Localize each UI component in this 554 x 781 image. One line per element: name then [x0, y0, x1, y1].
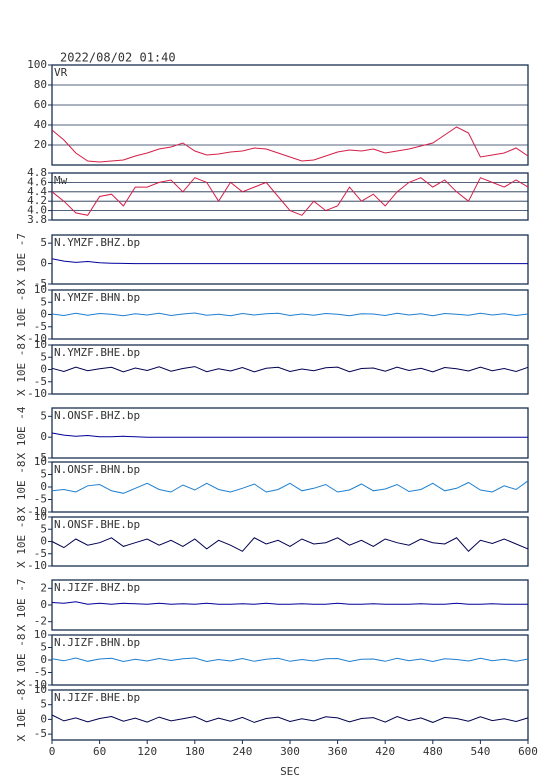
panel-label: Mw	[54, 174, 68, 187]
y-tick-label: -5	[34, 727, 47, 740]
panel-frame	[51, 172, 529, 221]
y-tick-label: 4.2	[27, 194, 47, 207]
y-tick-label: 40	[34, 118, 47, 131]
y-tick-label: 10	[34, 510, 47, 523]
panel-label: N.YMZF.BHZ.bp	[54, 236, 140, 249]
x-tick-label: 600	[518, 745, 538, 758]
y-tick-label: 10	[34, 455, 47, 468]
y-tick-label: -10	[27, 505, 47, 518]
y-tick-label: 0	[40, 598, 47, 611]
y-tick-label: 5	[40, 409, 47, 422]
y-tick-label: 0	[40, 535, 47, 548]
y-tick-label: 0	[40, 480, 47, 493]
x-tick-label: 0	[49, 745, 56, 758]
trace	[51, 258, 528, 265]
panel-label: N.JIZF.BHN.bp	[54, 636, 140, 649]
y-tick-label: -2	[34, 615, 47, 628]
y-tick-label: -10	[27, 678, 47, 691]
trace	[51, 312, 529, 317]
y-tick-label: 5	[40, 350, 47, 363]
y-tick-label: 5	[40, 236, 47, 249]
y-tick-label: -5	[34, 320, 47, 333]
y-axis-label: X 10E -4	[15, 406, 28, 459]
panel-label: N.ONSF.BHZ.bp	[54, 409, 140, 422]
y-axis-label: X 10E -8	[15, 343, 28, 396]
y-tick-label: 0	[40, 712, 47, 725]
panel-label: N.YMZF.BHE.bp	[54, 346, 140, 359]
y-tick-label: 4.4	[27, 185, 47, 198]
y-tick-label: 4.0	[27, 204, 47, 217]
y-tick-label: -5	[34, 547, 47, 560]
y-axis-label: X 10E -8	[15, 515, 28, 568]
panel-label: N.YMZF.BHN.bp	[54, 291, 140, 304]
y-axis-label: X 10E -8	[15, 634, 28, 687]
y-tick-label: 5	[40, 641, 47, 654]
x-tick-label: 120	[137, 745, 157, 758]
trace	[51, 714, 529, 723]
trace	[51, 537, 529, 553]
trace	[51, 480, 529, 494]
y-tick-label: 0	[40, 308, 47, 321]
y-tick-label: -5	[34, 493, 47, 506]
trace	[51, 601, 528, 605]
y-tick-label: 10	[34, 628, 47, 641]
x-tick-label: 60	[93, 745, 106, 758]
x-tick-label: 300	[280, 745, 300, 758]
panel-label: N.ONSF.BHE.bp	[54, 518, 140, 531]
y-tick-label: 10	[34, 283, 47, 296]
y-tick-label: 5	[40, 295, 47, 308]
y-tick-label: -5	[34, 277, 47, 290]
y-tick-label: -5	[34, 666, 47, 679]
y-tick-label: 0	[40, 653, 47, 666]
x-axis-label: SEC	[280, 765, 300, 778]
y-axis-label: X 10E -7	[15, 233, 28, 286]
x-tick-label: 540	[470, 745, 490, 758]
y-tick-label: 10	[34, 683, 47, 696]
x-tick-label: 360	[328, 745, 348, 758]
chart-title: 2022/08/02 01:40	[60, 51, 176, 65]
y-tick-label: 5	[40, 522, 47, 535]
y-tick-label: -5	[34, 375, 47, 388]
y-tick-label: 0	[40, 257, 47, 270]
y-tick-label: -10	[27, 332, 47, 345]
trace	[51, 126, 529, 163]
y-tick-label: 20	[34, 138, 47, 151]
y-tick-label: 4.8	[27, 166, 47, 179]
trace	[51, 657, 529, 663]
panel-label: N.JIZF.BHZ.bp	[54, 581, 140, 594]
panel-frame	[51, 64, 529, 166]
y-tick-label: -5	[34, 451, 47, 464]
trace	[51, 366, 529, 373]
x-tick-label: 420	[375, 745, 395, 758]
y-tick-label: 2	[40, 581, 47, 594]
x-tick-label: 180	[185, 745, 205, 758]
trace	[51, 432, 528, 438]
y-tick-label: 3.8	[27, 213, 47, 226]
panel-frame	[51, 234, 529, 285]
y-tick-label: -10	[27, 559, 47, 572]
y-tick-label: 60	[34, 98, 47, 111]
y-tick-label: 100	[27, 58, 47, 71]
y-tick-label: 80	[34, 78, 47, 91]
y-axis-label: X 10E -8	[15, 689, 28, 742]
y-tick-label: 10	[34, 338, 47, 351]
y-tick-label: -10	[27, 387, 47, 400]
y-tick-label: 0	[40, 363, 47, 376]
y-tick-label: 4.6	[27, 175, 47, 188]
x-tick-label: 240	[232, 745, 252, 758]
panel-label: N.JIZF.BHE.bp	[54, 691, 140, 704]
panel-label: N.ONSF.BHN.bp	[54, 463, 140, 476]
y-tick-label: 5	[40, 468, 47, 481]
y-tick-label: 5	[40, 698, 47, 711]
y-axis-label: X 10E -8	[15, 461, 28, 514]
y-axis-label: X 10E -7	[15, 579, 28, 632]
x-tick-label: 480	[423, 745, 443, 758]
trace	[51, 177, 529, 216]
panel-label: VR	[54, 66, 68, 79]
y-tick-label: 0	[40, 430, 47, 443]
y-axis-label: X 10E -8	[15, 288, 28, 341]
